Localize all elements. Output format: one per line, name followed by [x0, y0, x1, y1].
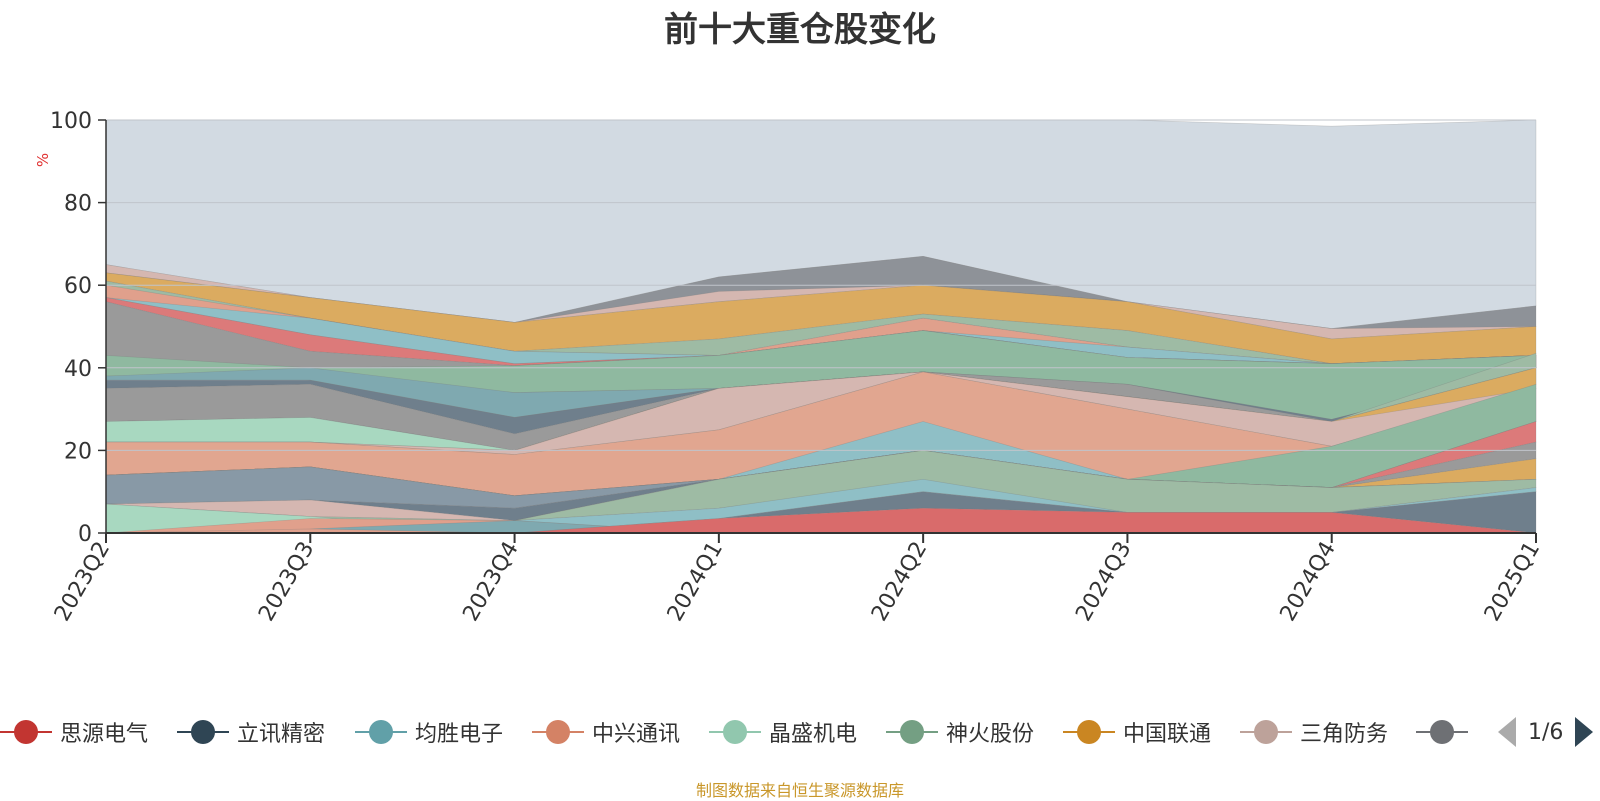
- legend-item-6[interactable]: 中国联通: [1063, 712, 1211, 752]
- legend-next-page-icon[interactable]: [1575, 717, 1594, 747]
- legend-item-4[interactable]: 晶盛机电: [709, 712, 857, 752]
- y-tick-label-5: 100: [50, 109, 92, 134]
- legend-label: 中兴通讯: [592, 722, 681, 747]
- legend-marker-icon: [177, 717, 229, 747]
- grid-lines: [106, 119, 1536, 451]
- legend-marker-icon: [709, 717, 761, 747]
- legend-item-7[interactable]: 三角防务: [1240, 712, 1388, 752]
- x-tick-label-6: 2024Q4: [1276, 538, 1341, 626]
- legend-page-indicator: 1/6: [1528, 719, 1564, 745]
- legend-prev-page-icon[interactable]: [1498, 717, 1516, 747]
- x-tick-label-1: 2023Q3: [254, 538, 319, 626]
- legend-marker-icon: [0, 717, 52, 747]
- x-tick-label-3: 2024Q1: [663, 538, 728, 626]
- legend-item-3[interactable]: 中兴通讯: [532, 712, 680, 752]
- legend-pager: 1/6: [1498, 712, 1600, 752]
- legend-item-0[interactable]: 思源电气: [0, 712, 148, 752]
- legend-label: 神火股份: [946, 722, 1035, 747]
- legend: 思源电气 立讯精密 均胜电子 中兴通讯 晶盛机电 神火股份 中国联通 三角防务: [0, 712, 1490, 752]
- legend-item-8[interactable]: [1416, 712, 1476, 752]
- x-tick-label-0: 2023Q2: [50, 538, 115, 626]
- legend-marker-icon: [1063, 717, 1115, 747]
- x-tick-label-7: 2025Q1: [1480, 538, 1545, 626]
- legend-marker-icon: [1240, 717, 1292, 747]
- legend-marker-icon: [1416, 717, 1468, 747]
- legend-marker-icon: [532, 717, 584, 747]
- legend-marker-icon: [886, 717, 938, 747]
- y-axis-label: %: [34, 153, 52, 167]
- x-tick-label-5: 2024Q3: [1071, 538, 1136, 626]
- legend-item-2[interactable]: 均胜电子: [355, 712, 503, 752]
- legend-label: 思源电气: [60, 722, 149, 747]
- legend-label: 立讯精密: [237, 722, 326, 747]
- legend-marker-icon: [355, 717, 407, 747]
- legend-label: 三角防务: [1300, 722, 1389, 747]
- source-note: 制图数据来自恒生聚源数据库: [695, 781, 904, 800]
- area-layer-7: [105, 297, 1537, 367]
- legend-item-1[interactable]: 立讯精密: [177, 712, 325, 752]
- area-layers: [105, 119, 1537, 534]
- y-tick-label-1: 20: [64, 439, 92, 464]
- y-tick-label-4: 80: [64, 192, 92, 217]
- y-tick-label-2: 40: [64, 357, 92, 382]
- x-tick-label-2: 2023Q4: [458, 538, 523, 626]
- chart-title: 前十大重仓股变化: [664, 10, 936, 50]
- y-tick-label-0: 0: [78, 522, 92, 547]
- x-tick-label-4: 2024Q2: [867, 538, 932, 626]
- legend-label: 中国联通: [1123, 722, 1212, 747]
- legend-label: 均胜电子: [415, 722, 504, 747]
- legend-item-5[interactable]: 神火股份: [886, 712, 1034, 752]
- y-tick-label-3: 60: [64, 274, 92, 299]
- legend-label: 晶盛机电: [769, 722, 858, 747]
